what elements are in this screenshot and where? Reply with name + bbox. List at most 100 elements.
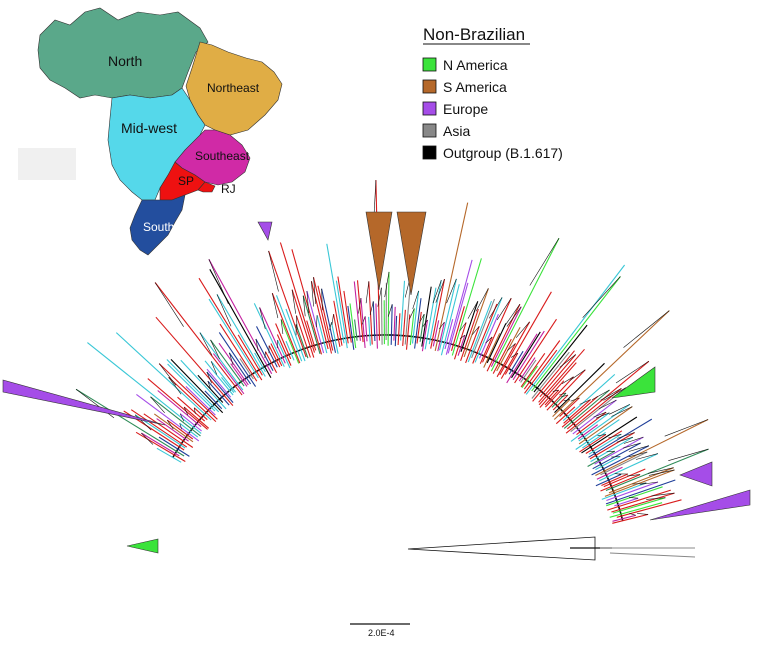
tree-tip-branch (295, 315, 311, 358)
tree-tip-branch (239, 358, 254, 380)
collapsed-clades (2, 211, 751, 554)
tree-node-link (635, 453, 658, 460)
tree-tip-branch (193, 407, 208, 421)
tree-node-link (329, 322, 332, 331)
tree-node-link (614, 473, 622, 475)
tree-tip-branch (177, 396, 206, 422)
tree-tip-branch (209, 269, 272, 378)
tree-tip-branch (170, 359, 224, 414)
tree-tip-branch (608, 467, 674, 494)
tree-tip-branch (432, 320, 440, 347)
legend: Non-Brazilian N America S America Europe As… (422, 25, 563, 161)
tree-tip-branch (520, 359, 537, 383)
region-rj (197, 181, 216, 193)
tree-node-link (199, 332, 213, 356)
clade-n-america-2 (126, 538, 159, 554)
tree-tip-branch (230, 363, 248, 387)
tree-tip-branch (291, 289, 315, 358)
tree-node-link (579, 399, 591, 405)
tree-tip-branch (279, 242, 316, 353)
tree-tip-branch (275, 323, 292, 360)
tree-tip-branch (592, 442, 641, 470)
clade-europe-3 (679, 461, 713, 487)
tree-tip-branch (523, 340, 561, 390)
tree-tip-branch (130, 409, 188, 448)
tree-tip-branch (490, 306, 522, 367)
tree-tip-branch (551, 392, 567, 408)
clade-n-america-1 (611, 366, 656, 399)
tree-tip-branch (563, 399, 591, 424)
tree-tip-branch (199, 332, 244, 391)
tree-node-link (600, 388, 622, 401)
tree-tip-branch (254, 352, 266, 373)
tree-node-link (563, 399, 571, 402)
tree-node-link (229, 352, 234, 365)
tree-node-link (628, 497, 639, 499)
tree-tip-branch (302, 295, 321, 354)
tree-tip-branch (544, 389, 560, 406)
tree-tip-branch (253, 303, 285, 367)
tree-tip-branch (531, 276, 621, 392)
label-northeast: Northeast (207, 81, 260, 95)
tree-node-link (597, 434, 607, 437)
tree-node-link (595, 412, 610, 419)
tree-tip-branch (607, 489, 671, 511)
tree-node-link (296, 315, 298, 330)
tree-tip-branch (492, 338, 512, 374)
clade-s-america-2 (396, 211, 427, 296)
tree-node-link (255, 338, 259, 351)
tree-tip-branch (204, 360, 234, 396)
tree-node-link (506, 306, 522, 327)
tree-tip-branch (612, 514, 636, 522)
tree-node-link (529, 238, 560, 286)
tree-tip-branch (506, 333, 538, 384)
tree-tip-branch (218, 332, 257, 387)
tree-tip-branch (306, 320, 317, 351)
legend-item-label: S America (443, 79, 507, 95)
tree-tip-branch (168, 376, 217, 423)
tree-tip-branch (561, 395, 599, 428)
tree-tip-branch (440, 284, 460, 356)
tree-tip-branch (612, 513, 649, 524)
tree-tip-branch (499, 321, 531, 376)
legend-swatch (422, 101, 437, 116)
tree-tip-branch (158, 436, 190, 457)
tree-tip-branch (565, 387, 622, 434)
tree-node-link (515, 321, 530, 338)
legend-items: N America S America Europe Asia Outgroup (B.… (422, 57, 563, 161)
tree-node-link (639, 481, 659, 485)
tree-tip-branch (155, 316, 234, 406)
tree-tip-branch (606, 486, 663, 507)
tree-node-link (179, 423, 183, 430)
tree-node-link (193, 407, 196, 414)
tree-node-link (591, 389, 610, 401)
tree-node-link (459, 334, 466, 340)
brazil-map: North Northeast Mid-west Southeast SP RJ… (18, 7, 283, 256)
tree-tip-branch (444, 319, 454, 350)
tree-node-link (369, 301, 374, 316)
tree-tip-branch (594, 436, 644, 465)
region-southeast (174, 129, 251, 186)
tree-tip-branch (453, 322, 467, 360)
tree-tip-branch (521, 365, 538, 389)
tree-tip-branch (409, 308, 415, 346)
tree-tip-branch (590, 436, 634, 463)
tree-tip-branch (180, 359, 227, 410)
region-northeast (185, 41, 283, 136)
tree-tip-branch (496, 326, 521, 372)
tree-tip-branch (343, 290, 352, 343)
tree-node-link (648, 469, 675, 476)
tree-tip-branch (335, 280, 348, 349)
tree-tip-branch (490, 237, 560, 372)
tree-tip-branch (135, 431, 186, 462)
tree-tip-branch (581, 416, 638, 454)
tree-tip-branch (532, 350, 575, 402)
tree-node-link (384, 271, 390, 298)
tree-tip-branch (166, 419, 194, 440)
tree-node-link (569, 369, 586, 381)
tree-node-link (617, 432, 635, 439)
tree-tip-branch (156, 447, 182, 463)
tree-tip-branch (465, 326, 480, 364)
tree-tip-branch (421, 319, 429, 352)
tree-node-link (154, 282, 184, 327)
